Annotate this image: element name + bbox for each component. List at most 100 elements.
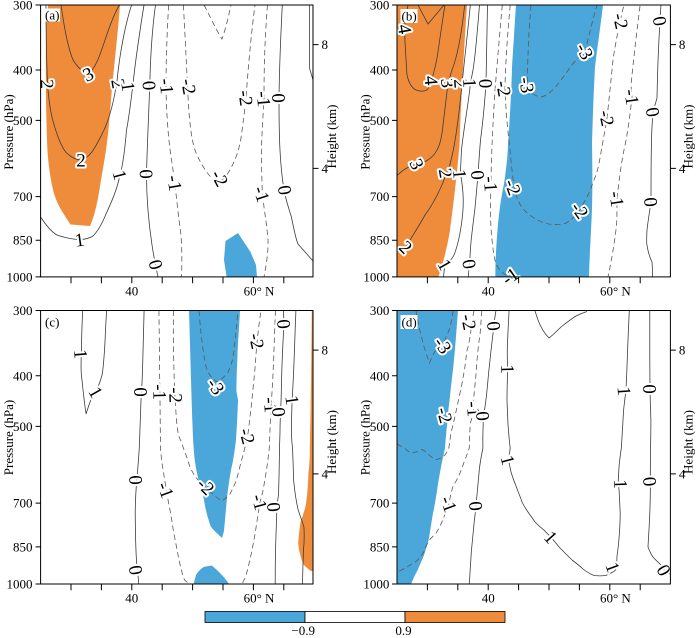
svg-text:300: 300 xyxy=(13,303,33,318)
svg-text:300: 300 xyxy=(370,303,390,318)
svg-text:4: 4 xyxy=(322,161,329,176)
svg-text:1000: 1000 xyxy=(7,269,33,284)
svg-text:2: 2 xyxy=(449,78,471,89)
svg-text:-2: -2 xyxy=(244,331,268,351)
svg-text:0: 0 xyxy=(124,475,145,486)
svg-text:400: 400 xyxy=(370,63,390,78)
svg-text:1000: 1000 xyxy=(363,577,389,592)
svg-text:0: 0 xyxy=(138,80,160,91)
svg-text:400: 400 xyxy=(13,368,33,383)
svg-text:700: 700 xyxy=(13,189,33,204)
svg-text:-1: -1 xyxy=(259,396,281,413)
svg-text:1: 1 xyxy=(609,479,630,489)
svg-text:0: 0 xyxy=(267,93,288,103)
svg-text:40: 40 xyxy=(125,591,138,606)
svg-text:40: 40 xyxy=(482,284,495,299)
svg-text:Pressure (hPa): Pressure (hPa) xyxy=(1,400,16,475)
svg-text:0: 0 xyxy=(129,387,150,397)
svg-text:500: 500 xyxy=(13,419,33,434)
svg-text:4: 4 xyxy=(419,75,441,87)
svg-text:−0.9: −0.9 xyxy=(291,623,315,638)
svg-text:0: 0 xyxy=(466,170,488,181)
svg-text:300: 300 xyxy=(370,0,390,13)
svg-text:-1: -1 xyxy=(252,90,274,108)
svg-text:1: 1 xyxy=(496,364,517,374)
svg-text:850: 850 xyxy=(13,233,33,248)
svg-text:-3: -3 xyxy=(514,76,537,95)
svg-text:0: 0 xyxy=(638,384,659,394)
svg-text:850: 850 xyxy=(13,539,33,554)
svg-text:700: 700 xyxy=(370,189,390,204)
svg-text:Height (km): Height (km) xyxy=(680,105,695,169)
svg-text:850: 850 xyxy=(370,233,390,248)
svg-text:0: 0 xyxy=(471,410,493,421)
svg-text:300: 300 xyxy=(13,0,33,13)
svg-text:60° N: 60° N xyxy=(244,591,275,606)
svg-text:40: 40 xyxy=(125,284,138,299)
svg-text:700: 700 xyxy=(13,496,33,511)
svg-text:40: 40 xyxy=(482,591,495,606)
svg-text:400: 400 xyxy=(370,368,390,383)
svg-text:0.9: 0.9 xyxy=(395,623,411,638)
svg-text:Height (km): Height (km) xyxy=(324,410,339,474)
svg-text:500: 500 xyxy=(370,113,390,128)
svg-text:3: 3 xyxy=(436,77,458,88)
svg-text:4: 4 xyxy=(679,161,686,176)
svg-text:8: 8 xyxy=(322,37,329,52)
svg-text:Pressure (hPa): Pressure (hPa) xyxy=(1,94,16,169)
svg-text:8: 8 xyxy=(679,343,686,358)
svg-text:-1: -1 xyxy=(148,384,170,401)
svg-text:8: 8 xyxy=(679,37,686,52)
svg-text:1: 1 xyxy=(613,386,635,397)
svg-text:0: 0 xyxy=(639,196,661,207)
svg-text:500: 500 xyxy=(13,113,33,128)
svg-text:400: 400 xyxy=(13,63,33,78)
svg-text:0: 0 xyxy=(262,501,284,512)
svg-text:-2: -2 xyxy=(164,387,186,404)
svg-text:0: 0 xyxy=(638,476,660,487)
svg-text:-2: -2 xyxy=(491,79,514,98)
svg-text:Height (km): Height (km) xyxy=(324,105,339,169)
svg-text:2: 2 xyxy=(36,79,57,89)
svg-text:0: 0 xyxy=(474,78,495,88)
svg-text:Height (km): Height (km) xyxy=(680,410,695,474)
svg-text:1: 1 xyxy=(448,168,470,179)
svg-text:-1: -1 xyxy=(479,175,501,192)
svg-text:0: 0 xyxy=(482,320,504,331)
svg-text:-1: -1 xyxy=(462,400,484,417)
svg-text:60° N: 60° N xyxy=(244,284,275,299)
svg-text:(c): (c) xyxy=(45,315,59,330)
svg-text:-1: -1 xyxy=(604,190,627,209)
svg-text:Pressure (hPa): Pressure (hPa) xyxy=(358,400,373,475)
svg-text:Pressure (hPa): Pressure (hPa) xyxy=(358,94,373,169)
svg-text:0: 0 xyxy=(464,500,486,511)
svg-text:-1: -1 xyxy=(155,78,177,96)
svg-text:2: 2 xyxy=(76,151,86,172)
svg-text:0: 0 xyxy=(267,406,289,417)
svg-text:850: 850 xyxy=(370,539,390,554)
svg-text:-2: -2 xyxy=(608,11,632,31)
svg-text:60° N: 60° N xyxy=(600,284,631,299)
svg-text:1000: 1000 xyxy=(7,577,33,592)
svg-text:-2: -2 xyxy=(594,108,618,128)
svg-text:-1: -1 xyxy=(162,174,185,193)
svg-text:1: 1 xyxy=(458,78,479,89)
svg-text:700: 700 xyxy=(370,496,390,511)
svg-text:4: 4 xyxy=(322,466,329,481)
svg-text:4: 4 xyxy=(679,466,686,481)
svg-text:1000: 1000 xyxy=(363,269,389,284)
svg-text:-1: -1 xyxy=(619,88,642,107)
svg-text:-2: -2 xyxy=(456,312,480,332)
svg-text:1: 1 xyxy=(69,348,91,359)
svg-text:500: 500 xyxy=(370,419,390,434)
svg-text:8: 8 xyxy=(322,343,329,358)
svg-text:(a): (a) xyxy=(45,8,59,23)
svg-text:(d): (d) xyxy=(402,315,417,330)
svg-text:(b): (b) xyxy=(402,9,417,24)
svg-text:-2: -2 xyxy=(233,89,256,107)
svg-text:0: 0 xyxy=(135,169,156,180)
svg-text:60° N: 60° N xyxy=(600,591,631,606)
svg-text:0: 0 xyxy=(272,318,294,329)
svg-text:1: 1 xyxy=(73,230,85,252)
svg-text:-2: -2 xyxy=(176,77,199,96)
